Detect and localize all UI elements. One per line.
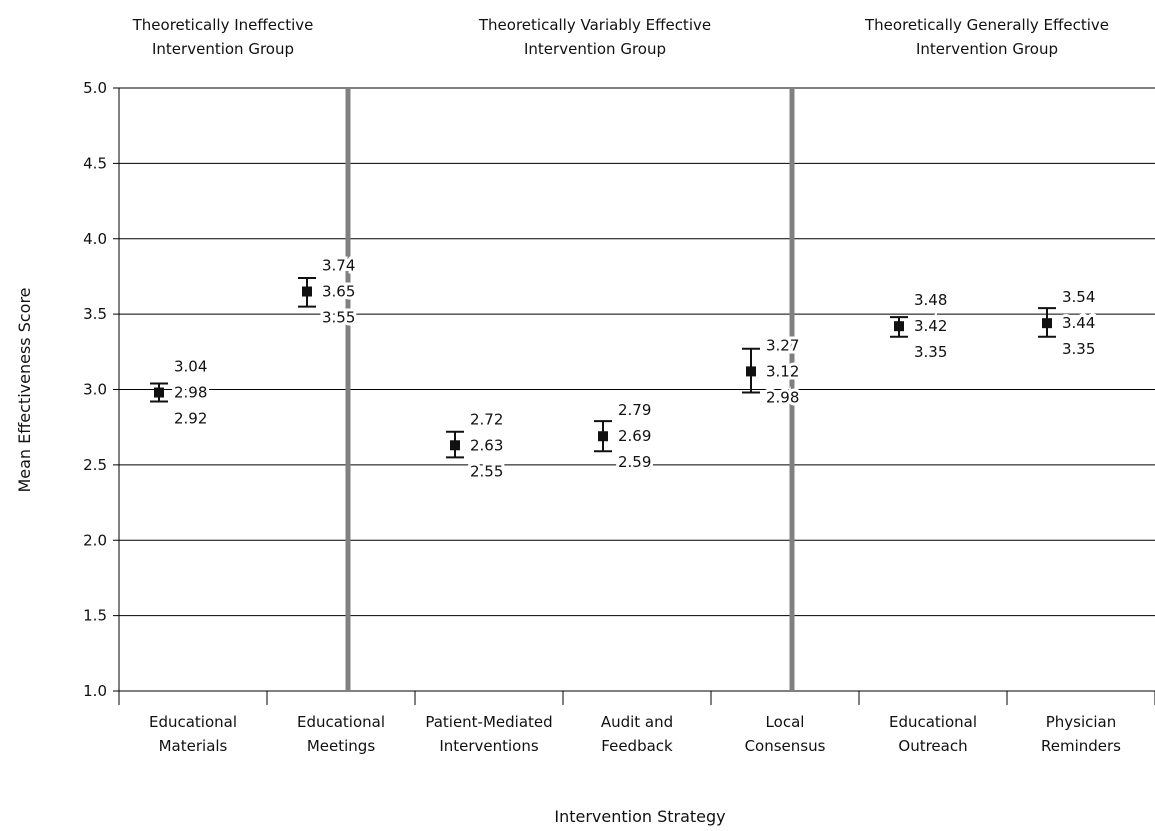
y-tick-label: 2.5	[83, 456, 107, 474]
value-label: 3.48	[914, 291, 947, 309]
group-title-line: Intervention Group	[524, 40, 666, 58]
value-label: 2.98	[174, 384, 207, 402]
group-title-line: Theoretically Variably Effective	[478, 16, 711, 34]
mean-marker	[1042, 318, 1052, 329]
value-label: 3.54	[1062, 288, 1095, 306]
value-label: 3.74	[322, 257, 355, 275]
group-title-line: Intervention Group	[152, 40, 294, 58]
value-label: 3.44	[1062, 314, 1095, 332]
category-label-line: Patient-Mediated	[425, 713, 552, 731]
category-label-line: Educational	[889, 713, 977, 731]
category-label-line: Outreach	[898, 737, 967, 755]
y-tick-labels: 1.0 1.5 2.0 2.5 3.0 3.5 4.0 4.5 5.0	[83, 79, 107, 700]
mean-marker	[894, 321, 904, 332]
category-label-line: Feedback	[601, 737, 673, 755]
value-label: 2.55	[470, 462, 503, 480]
value-label: 3.27	[766, 336, 799, 354]
value-label: 3.35	[914, 343, 947, 361]
value-label: 3.65	[322, 283, 355, 301]
value-label: 2.69	[618, 427, 651, 445]
value-label: 3.12	[766, 362, 799, 380]
category-label-line: Audit and	[601, 713, 673, 731]
group-title-line: Theoretically Ineffective	[132, 16, 314, 34]
group-titles: Theoretically Ineffective Intervention Gr…	[132, 16, 1109, 58]
y-tick-label: 2.0	[83, 531, 107, 549]
category-label-line: Local	[766, 713, 805, 731]
value-label: 2.98	[766, 388, 799, 406]
value-label: 3.35	[1062, 340, 1095, 358]
value-label: 3.42	[914, 317, 947, 335]
value-label: 3.55	[322, 309, 355, 327]
value-label: 2.92	[174, 410, 207, 428]
x-axis-title: Intervention Strategy	[554, 807, 725, 826]
y-tick-label: 1.5	[83, 607, 107, 625]
y-tick-label: 3.5	[83, 305, 107, 323]
group-separators	[345, 88, 795, 691]
category-label-line: Materials	[159, 737, 228, 755]
category-label-line: Meetings	[307, 737, 375, 755]
category-labels: Educational Materials Educational Meetings P…	[149, 713, 1121, 755]
category-label-line: Physician	[1046, 713, 1117, 731]
y-tick-label: 4.0	[83, 230, 107, 248]
y-tick-label: 5.0	[83, 79, 107, 97]
mean-marker	[154, 387, 164, 398]
category-label-line: Educational	[149, 713, 237, 731]
value-label: 3.04	[174, 358, 207, 376]
y-axis-title: Mean Effectiveness Score	[15, 287, 34, 492]
category-label-line: Interventions	[439, 737, 539, 755]
y-tick-label: 1.0	[83, 682, 107, 700]
value-label: 2.59	[618, 453, 651, 471]
group-title-line: Intervention Group	[916, 40, 1058, 58]
group-title-line: Theoretically Generally Effective	[864, 16, 1109, 34]
y-tick-label: 3.0	[83, 381, 107, 399]
value-label: 2.72	[470, 410, 503, 428]
category-label-line: Educational	[297, 713, 385, 731]
mean-marker	[746, 366, 756, 377]
category-label-line: Reminders	[1041, 737, 1121, 755]
y-tick-label: 4.5	[83, 154, 107, 172]
value-label: 2.63	[470, 436, 503, 454]
data-marks: 3.04 2.98 2.92 3.74 3.65 3.55 2.72 2.63 2.55 2.79…	[150, 254, 1098, 483]
value-label: 2.79	[618, 401, 651, 419]
grid-layer	[113, 87, 1155, 705]
mean-marker	[302, 286, 312, 297]
mean-marker	[598, 431, 608, 442]
mean-marker	[450, 440, 460, 451]
category-label-line: Consensus	[745, 737, 826, 755]
